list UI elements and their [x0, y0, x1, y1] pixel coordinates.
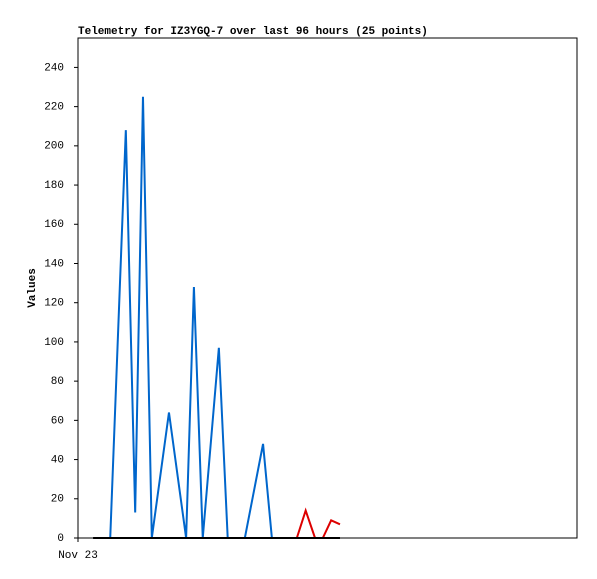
y-tick-label: 180	[44, 180, 64, 192]
y-axis-label: Values	[27, 268, 39, 308]
y-tick-label: 220	[44, 102, 64, 114]
y-tick-label: 60	[51, 415, 64, 427]
y-tick-label: 200	[44, 141, 64, 153]
y-tick-label: 160	[44, 219, 64, 231]
y-tick-label: 100	[44, 337, 64, 349]
chart-title: Telemetry for IZ3YGQ-7 over last 96 hour…	[78, 26, 428, 38]
series-line	[109, 96, 273, 539]
y-tick-label: 40	[51, 454, 64, 466]
y-tick-label: 240	[44, 62, 64, 74]
y-tick-label: 0	[57, 533, 64, 545]
x-tick-label: Nov 23	[58, 550, 98, 562]
y-tick-label: 80	[51, 376, 64, 388]
y-tick-label: 140	[44, 258, 64, 270]
plot-frame	[77, 37, 578, 539]
series-line	[295, 507, 341, 539]
y-tick-label: 20	[51, 494, 64, 506]
y-tick-label: 120	[44, 298, 64, 310]
